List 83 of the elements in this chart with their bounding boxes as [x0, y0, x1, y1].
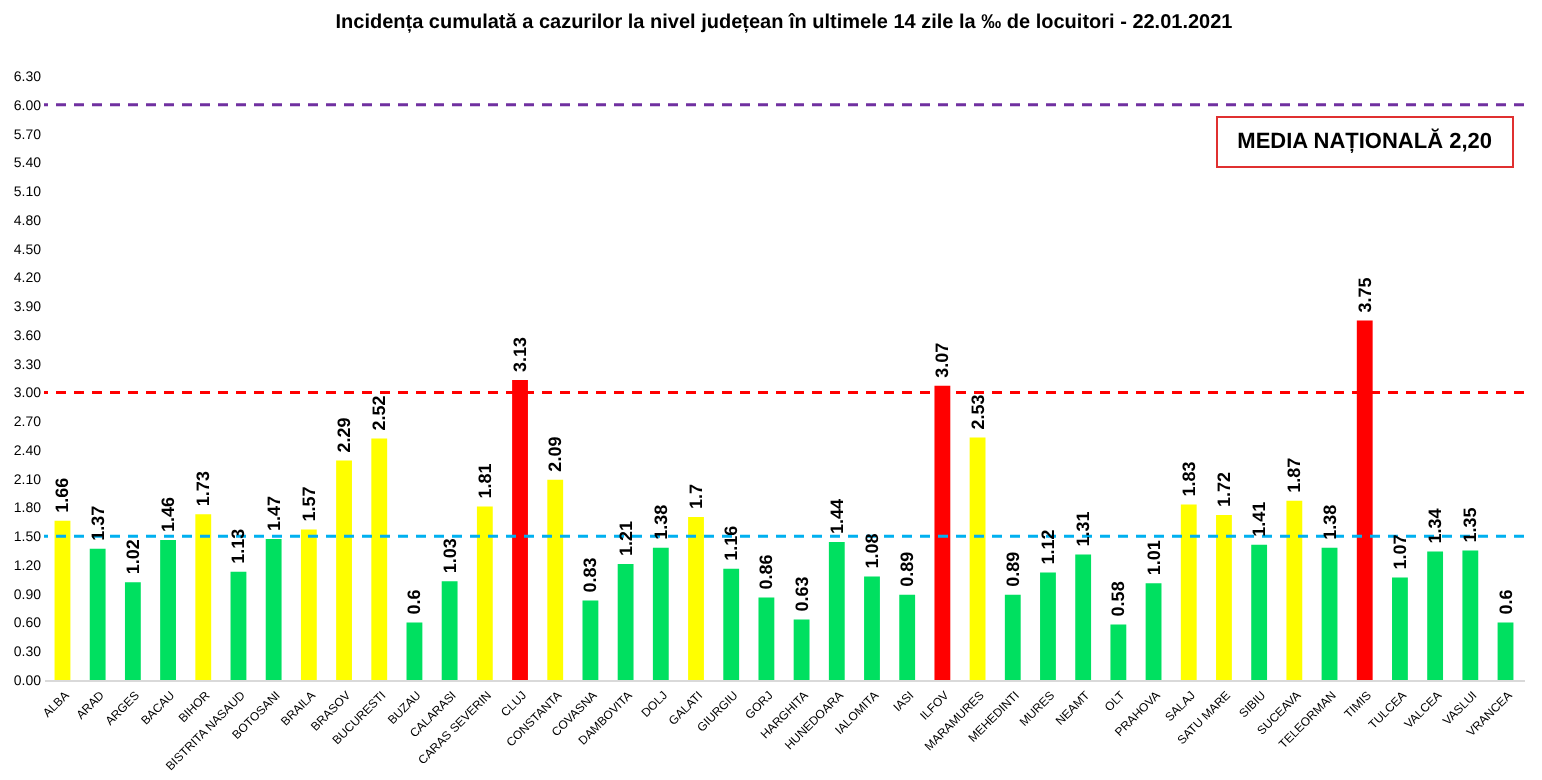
bar	[371, 438, 388, 680]
data-label: 1.35	[1460, 507, 1481, 543]
bar	[547, 479, 564, 680]
data-label: 1.66	[52, 477, 73, 513]
data-label: 1.07	[1389, 534, 1410, 570]
bar	[864, 576, 880, 680]
data-label: 1.57	[298, 486, 319, 522]
bar	[265, 539, 282, 680]
bar	[969, 437, 986, 680]
bar	[300, 529, 317, 680]
data-label: 2.29	[334, 417, 355, 453]
chart-title: Incidența cumulată a cazurilor la nivel județean în ultimele 14 zile la ‰ de locuitori - 22.01.2021	[335, 12, 1234, 34]
data-label: 1.31	[1073, 511, 1094, 547]
data-label: 1.13	[228, 528, 249, 564]
bar	[54, 520, 71, 680]
data-label: 1.83	[1178, 461, 1199, 497]
bar	[1145, 583, 1162, 680]
bar	[1286, 500, 1303, 680]
bar	[476, 506, 493, 680]
bar	[899, 594, 916, 680]
data-label: 1.87	[1284, 457, 1305, 493]
bar	[406, 622, 423, 680]
data-label: 1.44	[826, 498, 847, 534]
bar	[441, 581, 458, 680]
bar	[723, 568, 740, 680]
data-label: 2.53	[967, 394, 988, 430]
bar	[1497, 622, 1514, 680]
bar	[160, 540, 176, 680]
bar	[1251, 544, 1268, 680]
bar	[828, 541, 845, 680]
data-label: 1.73	[193, 471, 214, 507]
bar	[617, 563, 634, 680]
annotation: MEDIA NAȚIONALĂ 2,20	[1215, 116, 1514, 168]
bar	[195, 514, 212, 680]
bar	[793, 619, 810, 680]
data-label: 2.09	[545, 436, 566, 472]
data-label: 1.08	[861, 533, 882, 569]
bar	[1110, 624, 1127, 680]
bar	[1180, 504, 1197, 680]
data-label: 0.6	[1495, 589, 1516, 615]
bar	[1040, 572, 1056, 680]
data-label: 0.89	[1002, 551, 1023, 587]
data-label: 1.41	[1249, 501, 1270, 537]
data-label: 0.63	[791, 576, 812, 612]
bar	[89, 548, 106, 680]
data-label: 1.01	[1143, 540, 1164, 576]
bar	[1392, 577, 1408, 680]
data-label: 1.21	[615, 520, 636, 556]
data-label: 1.38	[650, 504, 671, 540]
bar	[1075, 554, 1092, 680]
data-label: 0.6	[404, 589, 425, 615]
bar	[336, 460, 352, 680]
bar	[652, 547, 669, 680]
bar	[1462, 550, 1479, 680]
data-label: 1.03	[439, 538, 460, 574]
data-label: 1.46	[158, 496, 179, 533]
data-label: 0.83	[580, 557, 601, 593]
data-label: 1.38	[1319, 504, 1340, 540]
bar	[1321, 547, 1338, 680]
bar	[758, 597, 775, 680]
data-label: 0.89	[897, 551, 918, 587]
data-label: 3.13	[510, 336, 531, 372]
data-label: 3.75	[1354, 277, 1375, 313]
data-label: 1.34	[1425, 508, 1446, 544]
data-label: 1.47	[263, 496, 284, 532]
data-label: 1.37	[87, 505, 108, 541]
bar	[1216, 515, 1232, 680]
bar	[582, 600, 599, 680]
data-label: 1.12	[1037, 529, 1058, 565]
data-label: 0.58	[1108, 581, 1129, 617]
data-label: 1.02	[122, 539, 143, 575]
bar	[230, 571, 247, 680]
data-label: 1.72	[1213, 472, 1234, 508]
bar	[124, 582, 141, 680]
bar	[1004, 594, 1021, 680]
data-label: 0.86	[756, 554, 777, 590]
bar	[1427, 551, 1444, 680]
data-label: 2.52	[369, 395, 390, 431]
bar	[688, 517, 704, 680]
data-label: 1.16	[721, 525, 742, 561]
data-label: 3.07	[932, 342, 953, 378]
data-label: 1.81	[474, 463, 495, 499]
data-label: 1.7	[686, 483, 707, 510]
